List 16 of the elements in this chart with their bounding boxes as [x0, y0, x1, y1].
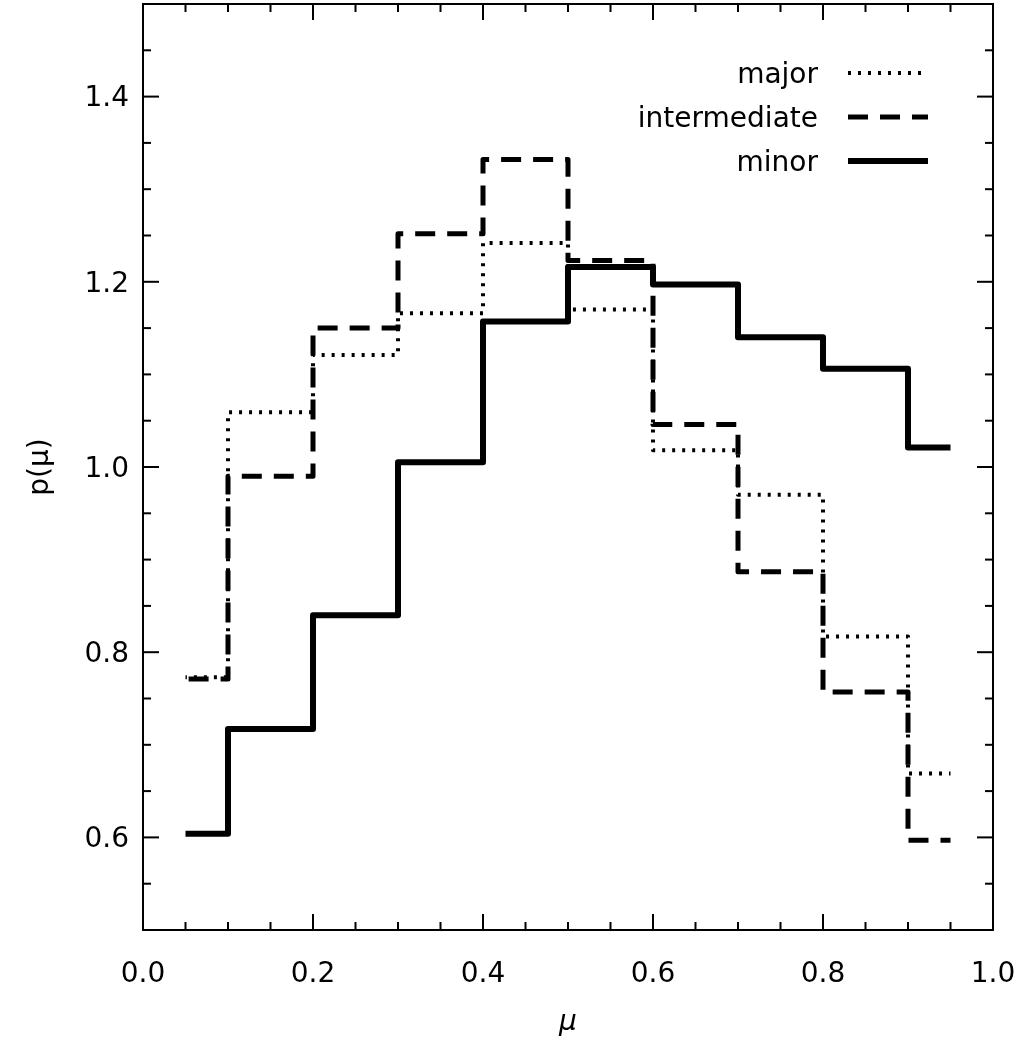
legend-label: intermediate: [637, 100, 818, 134]
y-tick-label: 1.4: [84, 80, 129, 114]
legend-label: major: [737, 56, 819, 90]
x-tick-label: 0.0: [120, 956, 166, 989]
legend-label: minor: [736, 144, 819, 178]
y-tick-label: 1.2: [84, 265, 129, 299]
y-tick-label: 0.8: [84, 636, 129, 669]
y-tick-label: 0.6: [84, 821, 129, 855]
x-tick-label: 1.0: [970, 956, 1016, 989]
y-tick-label: 1.0: [84, 450, 129, 484]
x-tick-label: 0.2: [290, 956, 336, 989]
x-tick-label: 0.4: [460, 956, 506, 989]
x-tick-label: 0.6: [630, 956, 676, 989]
x-tick-label: 0.8: [800, 956, 846, 989]
x-axis-title: μ: [558, 1004, 577, 1037]
y-axis-title: p(μ): [22, 438, 55, 496]
